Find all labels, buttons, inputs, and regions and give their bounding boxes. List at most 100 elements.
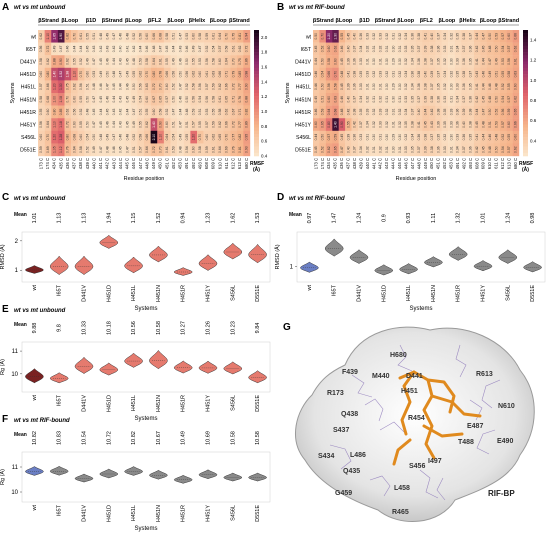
heatmap-cell-value: 0.35 <box>436 134 440 141</box>
heatmap-cell <box>396 67 404 81</box>
x-tick-label: H451D <box>381 285 387 302</box>
violin-chart-c: Mean 1.01 1.13 1.13 1.94 1.15 1.52 0.94 1.23 1.62… <box>0 212 271 312</box>
heatmap-cell-value: 0.44 <box>475 33 479 40</box>
heatmap-cell <box>183 143 191 157</box>
heatmap-cell <box>493 93 500 106</box>
colorbar-segment <box>523 70 528 75</box>
heatmap-cell-value: 0.40 <box>346 45 350 52</box>
segment-label: βHelix <box>189 18 206 24</box>
heatmap-cell <box>57 80 65 94</box>
colorbar-tick-label: 0.8 <box>261 124 268 129</box>
heatmap-cell <box>480 93 488 106</box>
heatmap-cell-value: 0.47 <box>92 96 96 103</box>
heatmap-cell-value: 0.55 <box>185 134 189 141</box>
heatmap-cell-value: 0.39 <box>346 134 350 141</box>
heatmap-cell-value: 0.30 <box>449 134 453 141</box>
heatmap-cell <box>319 42 327 56</box>
heatmap-cell <box>325 118 333 131</box>
heatmap-cell <box>396 30 404 43</box>
heatmap-cell <box>137 143 145 157</box>
heatmap-cell <box>506 55 513 68</box>
heatmap-cell-value: 0.58 <box>211 58 215 65</box>
heatmap-cell-value: 0.51 <box>185 121 189 128</box>
heatmap-cell-value: 0.41 <box>424 33 428 40</box>
heatmap-cell-value: 0.48 <box>99 33 103 40</box>
heatmap-cell-value: 0.37 <box>462 146 466 153</box>
heatmap-cell <box>137 105 145 119</box>
segment-label: βFL2 <box>420 18 433 24</box>
heatmap-cell-value: 0.52 <box>132 134 136 141</box>
heatmap-cell-value: 0.69 <box>46 146 50 153</box>
heatmap-cell <box>383 118 391 131</box>
heatmap-cell-value: 0.40 <box>119 45 123 52</box>
heatmap-cell-value: 0.63 <box>333 96 337 103</box>
heatmap-cell <box>150 80 158 94</box>
heatmap-cell <box>332 42 339 56</box>
heatmap-cell-value: 0.52 <box>185 83 189 90</box>
heatmap-cell-value: 0.33 <box>443 45 447 52</box>
heatmap-cell <box>390 105 397 119</box>
heatmap-cell-value: 0.47 <box>488 58 492 65</box>
heatmap-cell-value: 0.33 <box>359 58 363 65</box>
heatmap-cell-value: 0.45 <box>314 146 318 153</box>
heatmap-cell-value: 0.34 <box>366 121 370 128</box>
heatmap-cell <box>345 30 352 43</box>
colorbar-segment <box>254 74 259 78</box>
heatmap-cell <box>480 67 488 81</box>
heatmap-cell <box>91 130 98 144</box>
heatmap-cell-value: 0.54 <box>501 96 505 103</box>
x-tick-label: I65T <box>57 504 63 516</box>
heatmap-cell <box>216 42 224 56</box>
heatmap-cell <box>44 130 52 144</box>
heatmap-cell-value: 0.64 <box>218 146 222 153</box>
heatmap-cell-value: 0.72 <box>66 121 70 128</box>
heatmap-cell-value: 0.45 <box>481 146 485 153</box>
heatmap-cell <box>44 30 52 43</box>
heatmap-cell-value: 0.48 <box>494 83 498 90</box>
heatmap-cell-value: 0.45 <box>314 96 318 103</box>
violin-H451Y <box>473 260 493 272</box>
residue-label-N610: N610 <box>498 403 515 410</box>
heatmap-column-label: 434 C <box>326 158 331 169</box>
heatmap-cell-value: 0.57 <box>501 121 505 128</box>
heatmap-cell <box>223 105 231 119</box>
heatmap-cell <box>512 143 520 157</box>
heatmap-cell-value: 0.52 <box>501 134 505 141</box>
heatmap-cell <box>467 118 475 131</box>
heatmap-cell-value: 0.37 <box>353 96 357 103</box>
segment-label: βFL2 <box>148 18 161 24</box>
heatmap-cell <box>197 67 204 81</box>
heatmap-cell-value: 1.20 <box>52 83 56 90</box>
heatmap-cell <box>319 30 327 43</box>
mean-value: 1.01 <box>32 213 38 224</box>
heatmap-cell <box>57 67 65 81</box>
heatmap-cell-value: 0.51 <box>494 71 498 78</box>
heatmap-cell-value: 0.46 <box>119 33 123 40</box>
heatmap-cell-value: 0.62 <box>225 108 229 115</box>
heatmap-cell-value: 0.40 <box>353 33 357 40</box>
heatmap-cell <box>435 93 442 106</box>
heatmap-cell <box>137 80 145 94</box>
plot-frame <box>21 231 271 283</box>
heatmap-row-label: H451D <box>20 72 36 78</box>
violin-H451Y <box>198 254 218 271</box>
x-tick-label: D551E <box>255 395 261 412</box>
colorbar-segment <box>254 127 259 132</box>
heatmap-cell <box>117 42 125 56</box>
heatmap-cell-value: 0.34 <box>359 45 363 52</box>
heatmap-cell-value: 0.46 <box>105 58 109 65</box>
heatmap-cell <box>137 67 145 81</box>
heatmap-cell-value: 0.44 <box>475 108 479 115</box>
heatmap-cell-value: 0.52 <box>79 58 83 65</box>
residue-label-L458: L458 <box>394 485 410 492</box>
heatmap-cell-value: 0.34 <box>404 33 408 40</box>
residue-label-Q438: Q438 <box>341 411 358 418</box>
heatmap-cell <box>409 55 417 68</box>
heatmap-cell <box>150 93 158 106</box>
heatmap-column-label: 612 C <box>500 158 505 169</box>
segment-label: βStrand <box>38 18 59 24</box>
x-tick-label: H451R <box>181 285 187 302</box>
heatmap-cell <box>338 55 346 68</box>
heatmap-cell-value: 0.60 <box>514 83 518 90</box>
heatmap-cell <box>351 42 359 56</box>
